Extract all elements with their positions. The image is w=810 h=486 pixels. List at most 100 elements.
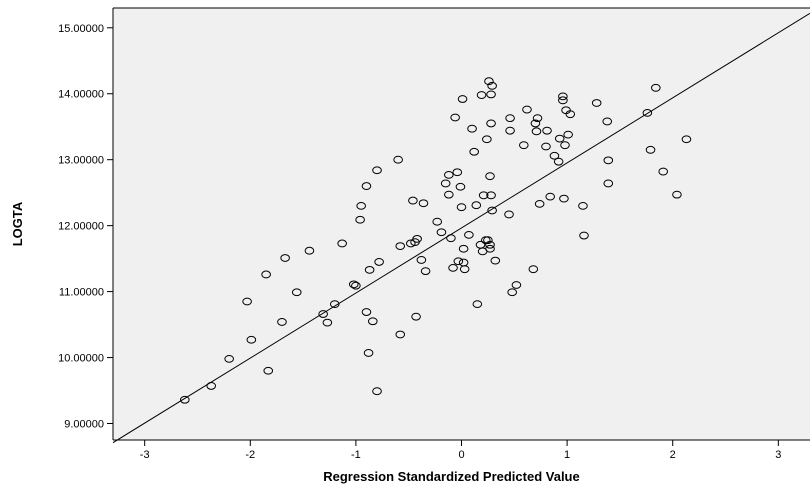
data-point (603, 156, 614, 165)
data-point (486, 119, 496, 128)
data-point (658, 167, 669, 176)
data-point (563, 130, 573, 139)
data-point (361, 182, 372, 190)
data-point (444, 170, 454, 179)
data-point (363, 349, 374, 357)
data-point (565, 110, 576, 119)
data-point (455, 182, 466, 191)
y-tick-label: 15.00000 (58, 23, 104, 35)
data-point (329, 300, 340, 309)
data-point (361, 308, 372, 316)
data-point (681, 135, 692, 144)
data-point (560, 141, 570, 150)
y-tick-label: 9.00000 (64, 419, 104, 431)
data-point (432, 217, 443, 226)
data-point (558, 92, 568, 101)
data-point (206, 382, 217, 390)
x-tick-label: -1 (351, 449, 361, 461)
data-point (482, 135, 492, 144)
data-point (532, 114, 543, 123)
data-point (393, 155, 403, 164)
x-tick-label: -2 (245, 449, 255, 461)
data-point (472, 300, 483, 309)
data-point (277, 318, 287, 326)
data-point (467, 124, 477, 133)
data-point (602, 117, 613, 126)
x-axis-title: Regression Standardized Predicted Value (323, 469, 579, 484)
data-point (490, 256, 501, 265)
data-point (418, 199, 429, 208)
data-point (483, 236, 493, 245)
data-point (484, 77, 494, 86)
data-point (355, 215, 365, 224)
data-point (452, 168, 463, 177)
data-point (522, 105, 532, 114)
data-point (545, 192, 556, 201)
data-point (406, 239, 416, 248)
data-point (645, 145, 656, 154)
data-point (591, 99, 602, 107)
data-point (372, 166, 382, 175)
data-point (280, 254, 290, 262)
y-axis: 9.00000 10.00000 11.00000 12.00000 13.00000 1… (58, 23, 113, 431)
data-point (504, 210, 514, 219)
data-point (530, 119, 541, 128)
data-point (411, 312, 421, 321)
x-tick-label: 1 (564, 449, 570, 461)
x-tick-label: -3 (140, 449, 150, 461)
y-tick-label: 10.00000 (58, 353, 104, 365)
data-point (180, 395, 190, 404)
data-point (578, 201, 588, 210)
data-point (444, 190, 454, 199)
data-point (416, 256, 427, 264)
data-point (542, 126, 552, 135)
data-point (261, 270, 271, 279)
data-point (246, 335, 257, 344)
data-point (485, 240, 495, 249)
data-point (242, 297, 252, 306)
data-point (420, 267, 431, 276)
data-point (456, 203, 467, 212)
data-point (348, 280, 359, 289)
data-point (519, 141, 529, 150)
fit-line (112, 12, 810, 444)
data-point (549, 151, 560, 160)
data-point (471, 201, 482, 210)
data-point (374, 258, 384, 266)
data-point (554, 134, 565, 143)
y-tick-label: 14.00000 (58, 89, 104, 101)
x-axis: -3 -2 -1 0 1 2 3 (140, 440, 781, 461)
data-point (364, 265, 375, 274)
data-point (507, 288, 517, 297)
data-point (511, 281, 522, 289)
data-point (505, 126, 515, 135)
data-point (558, 96, 568, 105)
data-point (476, 91, 487, 99)
y-tick-label: 13.00000 (58, 155, 104, 167)
data-point (485, 244, 495, 253)
data-point (464, 230, 474, 239)
data-point (457, 95, 468, 103)
y-axis-title: LOGTA (10, 201, 25, 246)
data-point (458, 244, 469, 253)
data-points (180, 77, 692, 404)
data-point (487, 81, 497, 90)
data-point (453, 257, 464, 266)
data-point (559, 194, 569, 203)
data-point (672, 190, 682, 199)
data-point (642, 108, 653, 117)
data-point (534, 199, 545, 208)
data-point (486, 90, 496, 99)
data-point (322, 318, 333, 327)
data-point (651, 83, 661, 92)
data-point (446, 234, 456, 243)
y-tick-label: 11.00000 (59, 287, 104, 299)
data-point (485, 172, 495, 181)
data-point (263, 366, 274, 375)
data-point (224, 354, 234, 363)
data-point (395, 242, 406, 250)
data-point (372, 387, 382, 396)
data-point (459, 265, 470, 274)
data-point (528, 265, 539, 274)
